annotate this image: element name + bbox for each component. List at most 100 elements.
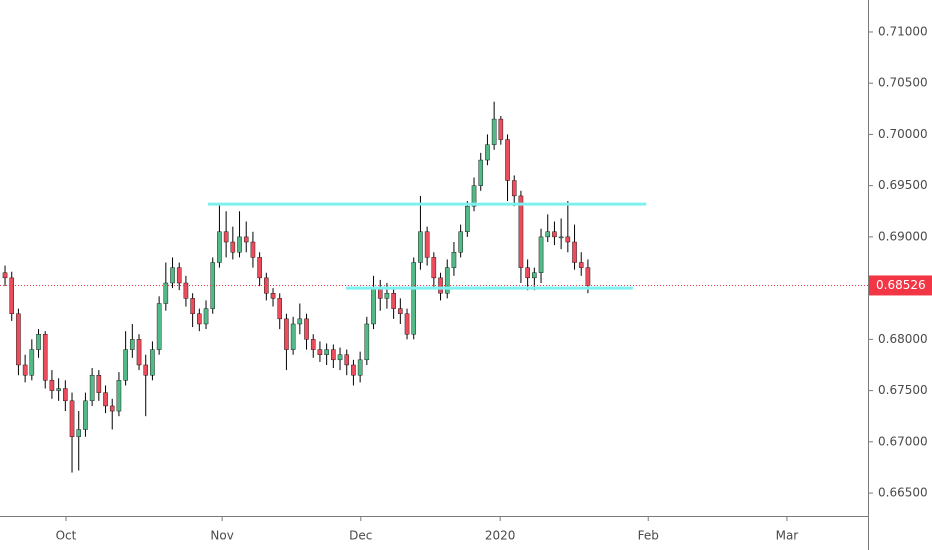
- candle-body: [76, 429, 82, 437]
- candle-body: [505, 139, 510, 181]
- x-tick-label: Dec: [349, 529, 372, 543]
- candle-body: [22, 364, 28, 376]
- candle-body: [42, 334, 48, 381]
- candle-body: [2, 272, 8, 279]
- candle-body: [324, 349, 329, 355]
- candle-body: [190, 298, 195, 314]
- candle-body: [498, 118, 504, 140]
- last-price-label: 0.68526: [876, 278, 926, 292]
- y-tick-label: 0.70500: [878, 76, 928, 90]
- candle-body: [384, 293, 390, 299]
- y-tick-label: 0.68000: [878, 332, 928, 346]
- candle-body: [203, 308, 209, 325]
- candle-body: [197, 313, 202, 325]
- candle-body: [518, 195, 524, 268]
- candle-body: [565, 236, 571, 243]
- candle-body: [183, 282, 189, 299]
- candle-body: [331, 349, 336, 361]
- x-tick-label: Feb: [638, 529, 659, 543]
- candle-body: [16, 313, 21, 366]
- candle-body: [391, 293, 396, 309]
- candle-body: [364, 323, 370, 361]
- candle-body: [411, 262, 417, 335]
- candle-body: [36, 334, 41, 350]
- candle-body: [465, 205, 470, 232]
- candle-body: [109, 405, 115, 412]
- candle-body: [9, 277, 15, 314]
- candle-body: [284, 318, 289, 350]
- candle-body: [585, 267, 591, 286]
- candle-body: [552, 231, 557, 238]
- candle-body: [223, 231, 229, 243]
- candle-body: [545, 231, 551, 238]
- y-tick-label: 0.67500: [878, 383, 928, 397]
- candle-body: [29, 349, 35, 376]
- candle-body: [69, 400, 75, 437]
- y-tick-label: 0.67000: [878, 434, 928, 448]
- candle-body: [250, 241, 256, 258]
- candle-body: [317, 349, 323, 355]
- y-tick-label: 0.70000: [878, 127, 928, 141]
- candle-body: [277, 298, 283, 320]
- candle-body: [150, 349, 155, 376]
- candle-body: [130, 339, 135, 350]
- candle-body: [143, 364, 149, 376]
- y-tick-label: 0.71000: [878, 24, 928, 38]
- candle-body: [418, 231, 423, 263]
- x-tick-label: Nov: [210, 529, 233, 543]
- candle-body: [491, 118, 497, 145]
- candle-body: [478, 159, 484, 186]
- candle-body: [56, 388, 61, 391]
- candle-body: [83, 400, 88, 430]
- candle-body: [357, 359, 363, 376]
- y-tick-label: 0.66500: [878, 486, 928, 500]
- candle-body: [431, 257, 437, 279]
- candle-body: [398, 308, 403, 314]
- candle-body: [116, 380, 122, 412]
- candle-body: [176, 267, 182, 284]
- candle-body: [344, 354, 350, 366]
- candle-body: [525, 267, 530, 279]
- candle-body: [49, 380, 55, 391]
- y-tick-label: 0.69500: [878, 178, 928, 192]
- candle-body: [230, 241, 236, 253]
- candle-body: [337, 354, 343, 361]
- candle-body: [217, 231, 222, 263]
- candle-body: [511, 180, 517, 197]
- candle-body: [297, 318, 303, 325]
- candle-body: [351, 364, 356, 376]
- candle-body: [310, 339, 316, 350]
- candle-body: [96, 375, 102, 393]
- last-price-box: [869, 275, 932, 296]
- candle-body: [451, 252, 457, 268]
- y-tick-label: 0.69000: [878, 229, 928, 243]
- candle-body: [532, 272, 537, 279]
- candle-body: [170, 267, 175, 284]
- candle-body: [156, 303, 162, 350]
- candle-body: [103, 392, 108, 407]
- candle-body: [89, 375, 95, 402]
- candle-body: [257, 257, 262, 279]
- candle-body: [424, 231, 430, 258]
- candle-body: [572, 241, 577, 263]
- x-tick-label: 2020: [485, 529, 516, 543]
- candle-body: [304, 318, 309, 340]
- candle-body: [270, 293, 276, 299]
- candle-body: [63, 388, 68, 402]
- candle-body: [123, 349, 128, 381]
- candle-body: [290, 323, 296, 350]
- candle-body: [377, 287, 383, 299]
- candle-body: [458, 231, 463, 253]
- candle-body: [471, 185, 477, 207]
- candle-body: [163, 282, 169, 304]
- candle-body: [243, 236, 249, 243]
- x-tick-label: Mar: [776, 529, 799, 543]
- candle-body: [404, 313, 410, 335]
- candle-body: [558, 236, 564, 239]
- candle-body: [444, 267, 450, 294]
- candle-body: [371, 287, 376, 325]
- candle-body: [578, 262, 584, 268]
- candle-body: [136, 339, 142, 366]
